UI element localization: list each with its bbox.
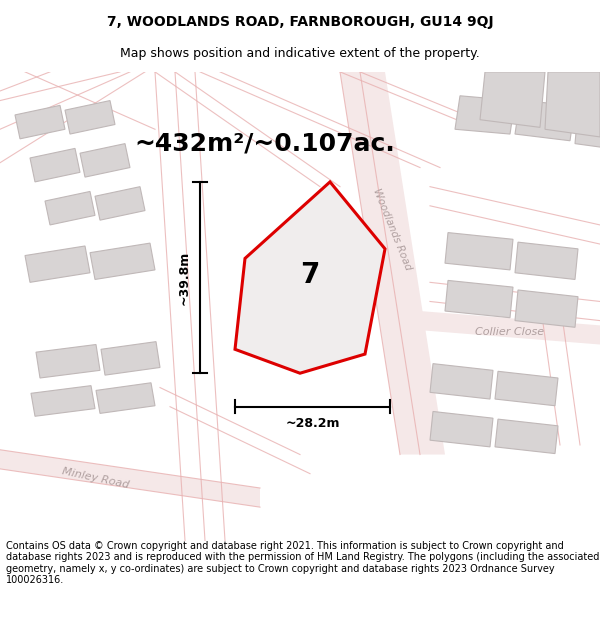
Polygon shape [515, 242, 578, 279]
Polygon shape [36, 344, 100, 378]
Polygon shape [515, 101, 575, 141]
Text: ~39.8m: ~39.8m [178, 251, 191, 304]
Polygon shape [31, 386, 95, 416]
Text: Contains OS data © Crown copyright and database right 2021. This information is : Contains OS data © Crown copyright and d… [6, 541, 599, 586]
Polygon shape [101, 342, 160, 375]
Polygon shape [515, 290, 578, 328]
Polygon shape [495, 371, 558, 406]
Polygon shape [45, 191, 95, 225]
Polygon shape [340, 72, 445, 454]
Text: Minley Road: Minley Road [61, 466, 130, 491]
Polygon shape [25, 246, 90, 282]
Polygon shape [545, 72, 600, 137]
Text: Map shows position and indicative extent of the property.: Map shows position and indicative extent… [120, 48, 480, 61]
Polygon shape [430, 411, 493, 447]
Polygon shape [420, 311, 600, 344]
Polygon shape [80, 144, 130, 177]
Polygon shape [495, 419, 558, 454]
Polygon shape [96, 382, 155, 413]
Polygon shape [430, 364, 493, 399]
Text: Collier Close: Collier Close [475, 327, 545, 337]
Text: 7: 7 [301, 261, 320, 289]
Text: ~432m²/~0.107ac.: ~432m²/~0.107ac. [134, 132, 395, 156]
Polygon shape [575, 110, 600, 148]
Polygon shape [65, 101, 115, 134]
Text: Woodlands Road: Woodlands Road [371, 188, 413, 272]
Polygon shape [455, 96, 515, 134]
Polygon shape [90, 243, 155, 279]
Polygon shape [445, 232, 513, 270]
Polygon shape [445, 281, 513, 318]
Polygon shape [480, 72, 545, 127]
Polygon shape [15, 106, 65, 139]
Polygon shape [95, 187, 145, 220]
Polygon shape [235, 182, 385, 373]
Polygon shape [30, 148, 80, 182]
Text: 7, WOODLANDS ROAD, FARNBOROUGH, GU14 9QJ: 7, WOODLANDS ROAD, FARNBOROUGH, GU14 9QJ [107, 14, 493, 29]
Text: ~28.2m: ~28.2m [285, 418, 340, 431]
Polygon shape [0, 450, 260, 507]
